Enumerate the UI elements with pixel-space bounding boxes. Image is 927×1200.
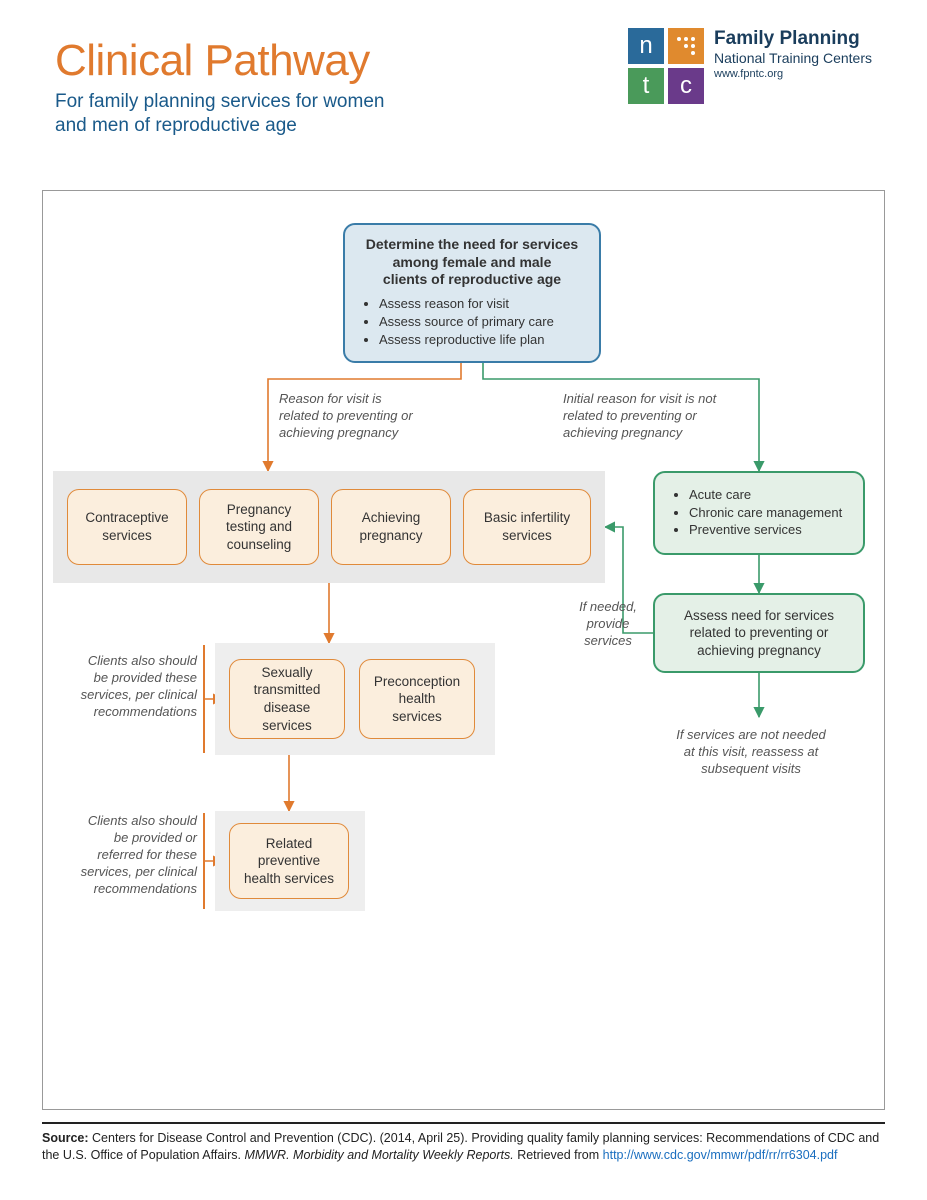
node-contraceptive: Contraceptive services	[67, 489, 187, 565]
node-heading: Determine the need for services among fe…	[357, 236, 587, 289]
node-assess-need: Assess need for services related to prev…	[653, 593, 865, 673]
node-std-services: Sexually transmitted disease services	[229, 659, 345, 739]
divider-bar	[203, 645, 205, 753]
node-acute-care: Acute care Chronic care management Preve…	[653, 471, 865, 555]
annot-also-provided: Clients also should be provided these se…	[61, 653, 197, 721]
node-preconception: Preconception health services	[359, 659, 475, 739]
fpntc-logo: n t c Family Planning National Training …	[628, 28, 872, 104]
flowchart-frame: Determine the need for services among fe…	[42, 190, 885, 1110]
divider-bar	[203, 813, 205, 909]
logo-cell-dots	[668, 28, 704, 64]
annot-not-needed: If services are not needed at this visit…	[651, 727, 851, 778]
annot-reason-not-related: Initial reason for visit is not related …	[563, 391, 753, 442]
node-achieving-pregnancy: Achieving pregnancy	[331, 489, 451, 565]
annot-if-needed: If needed, provide services	[573, 599, 643, 650]
node-related-preventive: Related preventive health services	[229, 823, 349, 899]
logo-cell-t: t	[628, 68, 664, 104]
logo-cell-c: c	[668, 68, 704, 104]
node-pregnancy-testing: Pregnancy testing and counseling	[199, 489, 319, 565]
node-bullets: Assess reason for visit Assess source of…	[357, 295, 587, 350]
annot-also-referred: Clients also should be provided or refer…	[61, 813, 197, 897]
logo-cell-n: n	[628, 28, 664, 64]
source-citation: Source: Centers for Disease Control and …	[42, 1122, 885, 1164]
node-infertility: Basic infertility services	[463, 489, 591, 565]
logo-grid: n t c	[628, 28, 704, 104]
source-link[interactable]: http://www.cdc.gov/mmwr/pdf/rr/rr6304.pd…	[603, 1148, 838, 1162]
logo-text: Family Planning National Training Center…	[714, 28, 872, 80]
node-determine-need: Determine the need for services among fe…	[343, 223, 601, 363]
node-bullets: Acute care Chronic care management Preve…	[667, 486, 851, 541]
annot-reason-related: Reason for visit is related to preventin…	[279, 391, 449, 442]
